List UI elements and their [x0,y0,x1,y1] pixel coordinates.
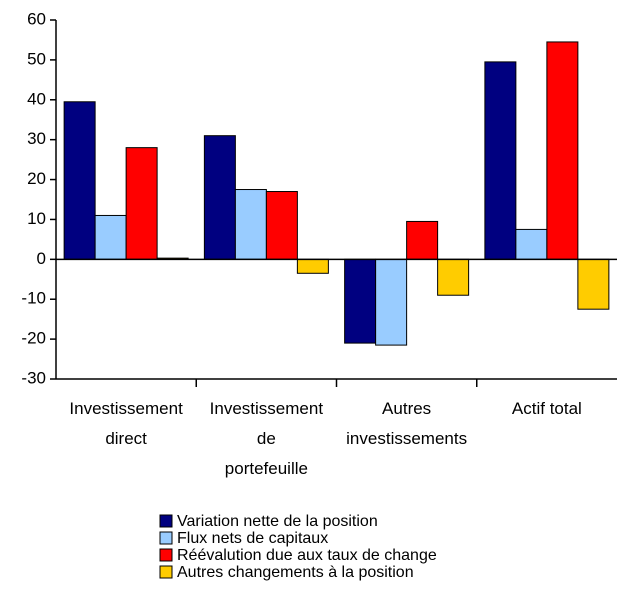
bar [515,228,548,260]
bar [437,258,470,296]
x-tick-label: Actif total [512,399,582,418]
bar [296,258,329,274]
y-tick-label: -10 [21,289,46,308]
bar [63,101,96,260]
bar [375,258,408,346]
bar [406,220,439,260]
y-tick-label: 50 [27,49,46,68]
y-tick-label: -20 [21,329,46,348]
y-tick-label: 30 [27,129,46,148]
y-tick-label: 10 [27,209,46,228]
bar [203,135,236,260]
legend-swatch [159,531,173,545]
y-tick-label: 40 [27,89,46,108]
x-tick-label: Investissement direct [69,399,183,448]
y-tick-label: 0 [37,249,46,268]
legend-label: Réévalution due aux taux de change [177,547,437,564]
legend-label: Flux nets de capitaux [177,530,328,547]
bar [484,61,517,260]
y-tick-label: 60 [27,9,46,28]
bar [344,258,377,344]
bar [546,41,579,260]
bar [94,214,127,260]
bar [265,191,298,260]
legend-label: Autres changements à la position [177,564,414,581]
bar [234,189,267,260]
bar [125,147,158,260]
x-tick-label: Investissement de portefeuille [210,399,324,478]
bar [577,258,610,310]
legend-swatch [159,565,173,579]
legend-label: Variation nette de la position [177,513,378,530]
legend-swatch [159,548,173,562]
legend-swatch [159,514,173,528]
y-tick-label: -30 [21,368,46,387]
y-tick-label: 20 [27,169,46,188]
x-tick-label: Autres investissements [346,399,467,448]
